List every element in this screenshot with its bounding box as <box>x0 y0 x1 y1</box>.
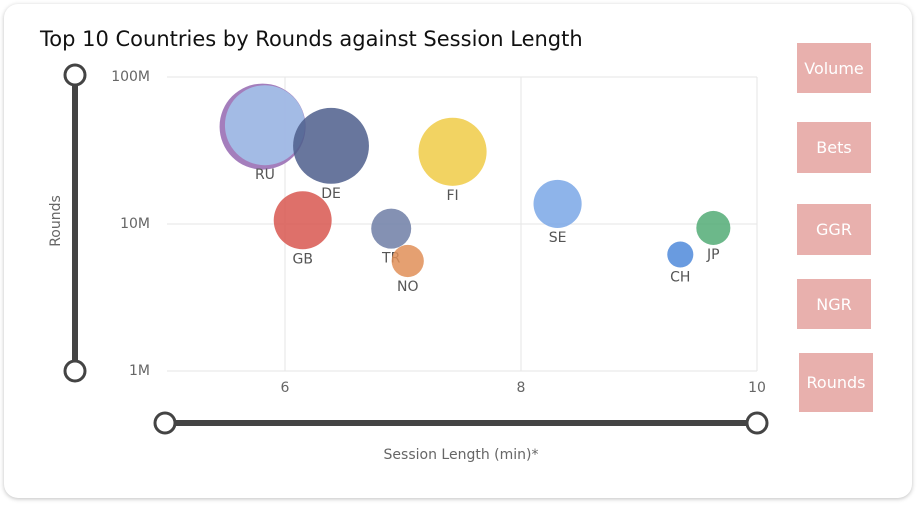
y-tick-label: 10M <box>120 216 150 232</box>
slider-handle[interactable] <box>745 411 769 435</box>
data-label: RU <box>255 167 275 183</box>
y-tick-label: 1M <box>129 363 150 379</box>
y-tick-label: 100M <box>111 69 150 85</box>
data-label: GB <box>292 251 312 267</box>
bubble <box>293 107 369 184</box>
measure-button[interactable]: NGR <box>797 279 871 329</box>
bubble <box>224 85 305 166</box>
data-label: SE <box>549 230 567 246</box>
bubble <box>371 208 412 249</box>
measure-button[interactable]: Volume <box>797 43 871 93</box>
x-tick-label: 10 <box>748 380 766 396</box>
data-label: DE <box>321 186 341 202</box>
x-range-slider[interactable] <box>153 411 769 435</box>
slider-handle[interactable] <box>63 359 87 383</box>
measure-button[interactable]: Bets <box>797 122 871 173</box>
bubble <box>418 117 487 186</box>
slider-handle[interactable] <box>153 411 177 435</box>
bubble <box>533 179 582 228</box>
measure-button[interactable]: GGR <box>797 204 871 255</box>
data-label: NO <box>397 279 419 295</box>
measure-button[interactable]: Rounds <box>799 353 873 412</box>
slider-handle[interactable] <box>63 63 87 87</box>
bubble <box>273 191 332 250</box>
x-tick-label: 8 <box>517 380 526 396</box>
x-tick-label: 6 <box>281 380 290 396</box>
x-axis-title: Session Length (min)* <box>384 447 539 463</box>
bubble <box>391 244 424 278</box>
data-label: FI <box>446 188 458 204</box>
bubble <box>696 210 731 245</box>
bubble <box>667 241 694 268</box>
chart-title: Top 10 Countries by Rounds against Sessi… <box>39 27 583 51</box>
y-axis-title: Rounds <box>48 195 64 247</box>
data-label: JP <box>706 247 720 263</box>
y-range-slider[interactable] <box>63 63 87 383</box>
data-label: CH <box>670 270 690 286</box>
